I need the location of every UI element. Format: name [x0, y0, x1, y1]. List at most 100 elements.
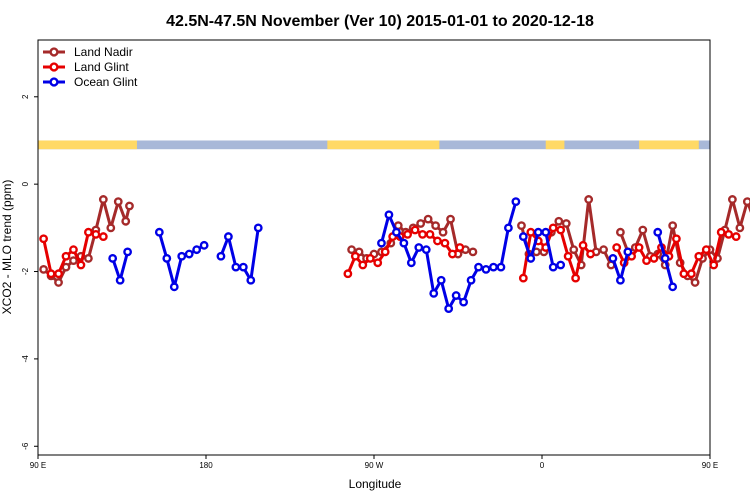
data-point — [668, 221, 678, 231]
data-point — [638, 225, 648, 235]
data-point — [724, 229, 734, 239]
data-point — [423, 214, 433, 224]
data-point — [414, 243, 424, 252]
data-point — [686, 269, 696, 279]
data-point — [113, 197, 123, 207]
plot-frame — [37, 39, 711, 456]
data-point — [438, 227, 448, 237]
y-tick-label: -4 — [21, 355, 30, 363]
data-point — [459, 297, 468, 307]
land-band — [639, 140, 699, 150]
data-point — [466, 275, 476, 285]
data-point — [192, 245, 202, 255]
data-point — [446, 214, 455, 224]
data-point — [578, 240, 588, 250]
data-point — [481, 264, 491, 274]
data-point — [76, 260, 86, 270]
series-line — [618, 197, 750, 284]
data-point — [526, 254, 536, 263]
data-point — [384, 210, 394, 220]
y-tick-label: -6 — [21, 442, 30, 450]
data-point — [668, 282, 678, 292]
legend-marker — [49, 77, 59, 87]
land-band — [327, 140, 440, 150]
data-point — [571, 273, 580, 283]
data-point — [433, 236, 442, 246]
data-point — [403, 229, 412, 239]
data-point — [503, 223, 513, 233]
data-point — [238, 262, 248, 272]
data-point — [709, 260, 719, 270]
y-axis-ticks: -6 -4 -2 0 2 — [21, 94, 38, 450]
data-point — [410, 225, 420, 235]
legend-marker — [49, 62, 59, 72]
data-point — [39, 234, 48, 244]
legend-item: Land Glint — [43, 60, 129, 74]
data-point — [125, 201, 134, 211]
data-point — [373, 258, 383, 268]
land-ocean-strip — [38, 140, 710, 150]
data-point — [216, 251, 226, 261]
data-point — [556, 260, 566, 270]
data-point — [679, 269, 689, 279]
data-point — [517, 221, 526, 231]
data-point — [548, 262, 558, 272]
data-point — [660, 254, 670, 263]
land-band — [38, 140, 137, 150]
data-point — [365, 254, 375, 263]
data-point — [584, 195, 594, 204]
data-point — [554, 216, 564, 226]
data-point — [177, 251, 187, 261]
data-point — [455, 243, 465, 252]
series-1 — [39, 223, 741, 283]
data-point — [98, 195, 108, 204]
data-point — [54, 269, 63, 279]
data-point — [561, 219, 571, 228]
legend-marker — [49, 47, 59, 57]
data-point — [429, 288, 439, 298]
data-point — [391, 227, 401, 237]
data-point — [612, 243, 622, 252]
data-point — [347, 245, 356, 255]
data-point — [121, 216, 131, 226]
data-point — [380, 247, 390, 257]
legend-label: Land Glint — [74, 60, 129, 74]
data-point — [343, 269, 353, 279]
data-point — [451, 291, 461, 300]
data-point — [701, 245, 711, 255]
data-point — [162, 254, 172, 263]
data-point — [418, 229, 427, 239]
data-point — [716, 227, 726, 237]
data-point — [69, 245, 78, 255]
data-point — [608, 254, 618, 263]
data-point — [653, 227, 663, 237]
data-point — [563, 251, 573, 261]
data-point — [84, 254, 93, 263]
data-point — [223, 232, 233, 241]
data-point — [496, 262, 506, 272]
data-point — [69, 256, 78, 266]
data-point — [123, 247, 133, 257]
data-point — [634, 243, 644, 252]
x-axis-ticks: 90 E 180 90 W 0 90 E — [30, 455, 718, 470]
data-point — [735, 223, 745, 233]
data-point — [431, 221, 440, 231]
data-point — [98, 232, 108, 241]
data-point — [468, 247, 478, 257]
data-point — [569, 245, 579, 255]
data-point — [436, 275, 446, 285]
legend-label: Ocean Glint — [74, 75, 138, 89]
data-point — [742, 197, 750, 207]
legend-item: Ocean Glint — [43, 75, 138, 89]
data-point — [350, 251, 360, 261]
data-point — [533, 227, 543, 237]
data-point — [541, 227, 551, 237]
x-axis-label: Longitude — [349, 477, 402, 491]
data-point — [511, 197, 521, 207]
data-point — [406, 258, 416, 268]
data-point — [421, 245, 431, 255]
data-point — [106, 223, 116, 233]
data-point — [440, 238, 450, 248]
